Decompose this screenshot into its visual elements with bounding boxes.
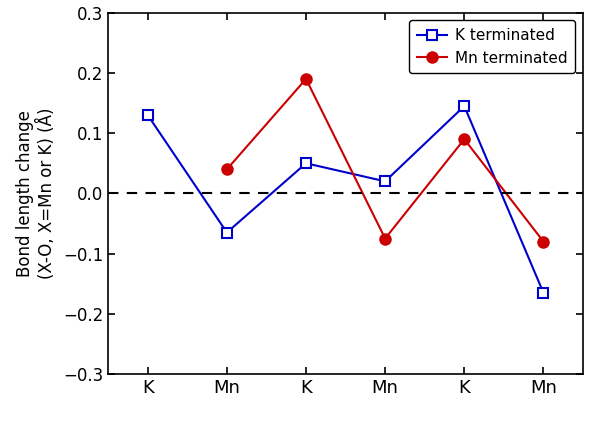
- Line: K terminated: K terminated: [143, 101, 548, 298]
- Line: Mn terminated: Mn terminated: [221, 74, 549, 247]
- Y-axis label: Bond length change
(X-O, X=Mn or K) (Å): Bond length change (X-O, X=Mn or K) (Å): [16, 108, 56, 279]
- Mn terminated: [224, 167, 231, 172]
- K terminated: [460, 104, 468, 109]
- Legend: K terminated, Mn terminated: K terminated, Mn terminated: [409, 20, 575, 73]
- Mn terminated: [460, 137, 468, 142]
- Mn terminated: [302, 76, 310, 82]
- Mn terminated: [382, 236, 389, 241]
- K terminated: [540, 290, 547, 295]
- Mn terminated: [540, 239, 547, 244]
- K terminated: [224, 230, 231, 235]
- K terminated: [144, 113, 151, 118]
- K terminated: [382, 179, 389, 184]
- K terminated: [302, 161, 310, 166]
